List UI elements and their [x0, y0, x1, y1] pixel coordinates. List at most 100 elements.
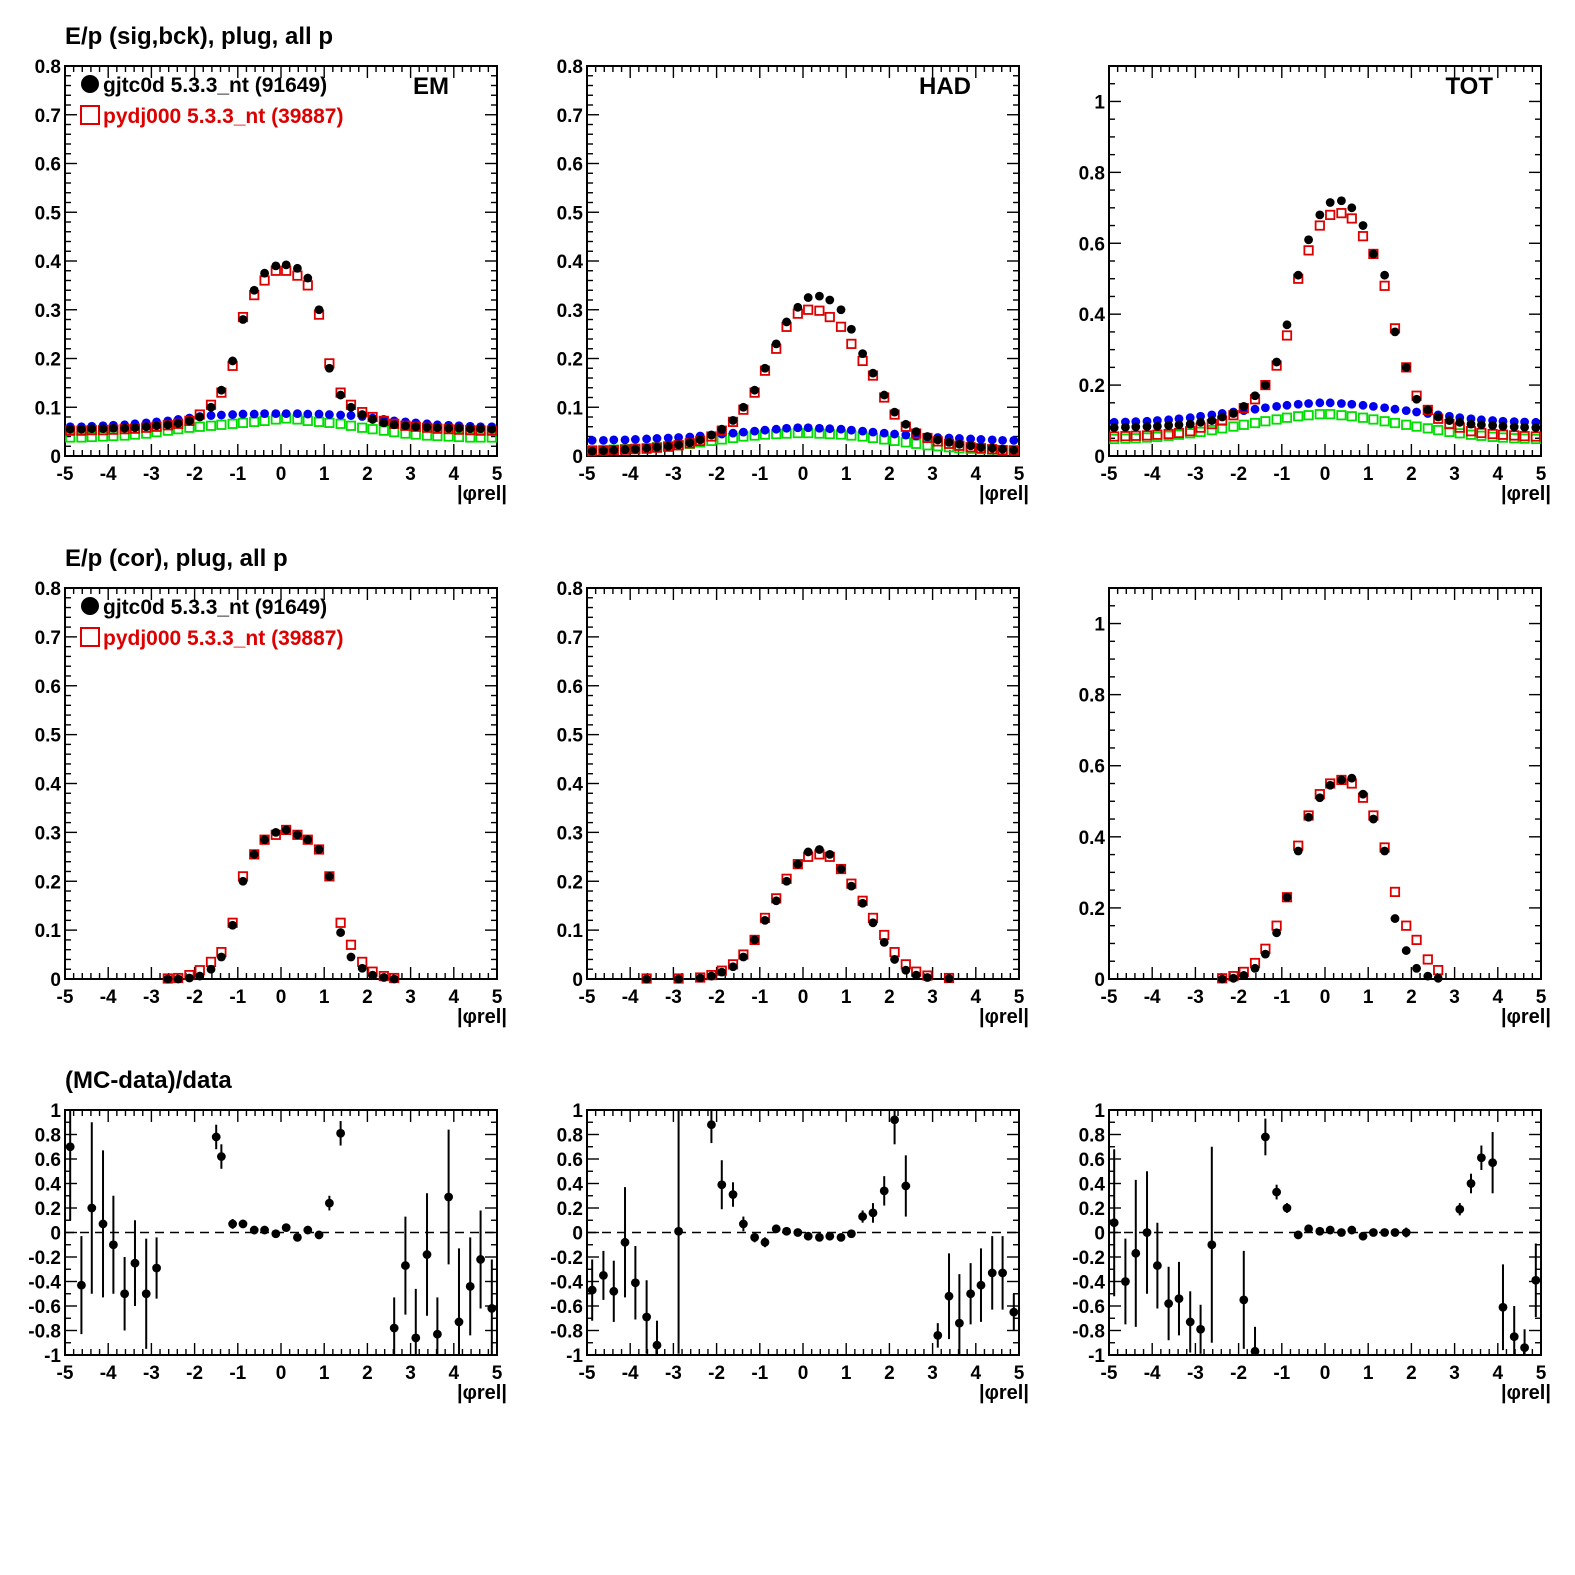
data-point — [228, 410, 238, 419]
y-tick-label: -0.2 — [550, 1248, 583, 1269]
data-point — [815, 291, 824, 301]
x-axis-label: |φrel| — [979, 483, 1029, 505]
data-point — [836, 1233, 846, 1242]
panel-ratio-had: -5 -4 -3 -2 -1 0 1 2 3 4 5 -1 -0.8 -0.6 -0.4 -0.2 0 0.2 0.… — [550, 1101, 1029, 1404]
data-point — [998, 444, 1007, 454]
x-tick-label: -1 — [751, 987, 768, 1008]
data-point — [890, 955, 899, 964]
x-tick-label: 2 — [884, 1363, 895, 1384]
data-point — [1346, 213, 1357, 224]
x-tick-label: 0 — [1320, 1363, 1331, 1384]
x-tick-label: -3 — [1187, 1363, 1204, 1384]
x-tick-label: 3 — [927, 1363, 938, 1384]
data-point — [846, 1229, 856, 1239]
y-tick-label: 0.8 — [557, 1126, 583, 1147]
data-point — [1325, 409, 1336, 420]
data-point — [281, 1223, 291, 1232]
series-1 — [641, 849, 955, 984]
data-point — [163, 974, 173, 984]
data-point — [141, 422, 151, 432]
data-point — [771, 1224, 781, 1234]
x-axis-label: |φrel| — [979, 1006, 1029, 1028]
data-point — [1120, 433, 1131, 444]
y-tick-label: 0 — [1094, 970, 1105, 991]
x-tick-label: -3 — [1187, 464, 1204, 485]
x-tick-label: -1 — [751, 1363, 768, 1384]
data-point — [1260, 949, 1270, 959]
y-tick-label: -0.6 — [550, 1297, 583, 1318]
data-point — [750, 385, 760, 395]
x-tick-label: -1 — [1273, 464, 1290, 485]
data-point — [1196, 411, 1205, 421]
data-point — [206, 964, 216, 974]
data-point — [1272, 928, 1282, 938]
data-point — [422, 422, 432, 432]
y-tick-label: 0 — [50, 970, 61, 991]
data-point — [1497, 429, 1509, 440]
y-tick-label: 1 — [50, 1101, 61, 1122]
data-point — [987, 1268, 997, 1278]
data-point — [249, 285, 259, 295]
data-point — [260, 1225, 269, 1235]
data-point — [846, 425, 856, 435]
series-1 — [65, 265, 497, 436]
row-title-cor: E/p (cor), plug, all p — [65, 545, 288, 572]
data-point — [228, 1219, 238, 1229]
data-point — [793, 859, 803, 869]
y-tick-label: 0.1 — [557, 921, 584, 942]
x-tick-label: 0 — [276, 464, 287, 485]
data-point — [966, 1289, 976, 1299]
data-point — [1379, 416, 1390, 427]
data-point — [1009, 445, 1019, 455]
series-0 — [65, 1110, 497, 1355]
data-point — [836, 864, 846, 874]
x-tick-label: -4 — [1144, 987, 1161, 1008]
data-point — [195, 971, 205, 981]
data-point — [1433, 412, 1443, 422]
data-point — [738, 952, 748, 962]
data-point — [1476, 427, 1487, 439]
data-point — [303, 1225, 313, 1235]
y-tick-label: -0.8 — [28, 1322, 61, 1343]
x-tick-label: 2 — [362, 987, 373, 1008]
data-point — [120, 1289, 130, 1299]
data-point — [401, 421, 410, 431]
data-point — [814, 305, 825, 316]
y-tick-label: 0.2 — [557, 1199, 583, 1220]
data-point — [1433, 973, 1443, 983]
data-point — [1401, 419, 1412, 430]
data-point — [260, 835, 269, 845]
x-tick-label: 1 — [841, 1363, 852, 1384]
data-point — [1498, 421, 1508, 431]
data-point — [211, 1132, 221, 1142]
data-point — [1401, 406, 1411, 416]
data-point — [652, 442, 662, 452]
data-point — [901, 1181, 911, 1191]
data-point — [1380, 270, 1390, 280]
data-point — [1272, 1187, 1282, 1197]
x-tick-label: -3 — [665, 1363, 682, 1384]
data-point — [281, 825, 291, 835]
data-point — [357, 963, 367, 973]
data-point — [858, 898, 868, 908]
x-tick-label: 1 — [1363, 987, 1374, 1008]
data-point — [1121, 422, 1130, 432]
data-point — [1347, 399, 1357, 409]
data-point — [630, 435, 640, 444]
data-point — [476, 424, 485, 434]
data-point — [815, 845, 824, 854]
data-point — [432, 1329, 442, 1339]
y-tick-label: 1 — [1094, 1101, 1105, 1122]
data-point — [760, 363, 770, 373]
y-tick-label: 0 — [50, 1224, 61, 1245]
y-tick-label: 0.4 — [35, 252, 62, 273]
data-point — [1530, 431, 1541, 442]
data-point — [1509, 433, 1520, 444]
y-tick-label: -1 — [566, 1346, 583, 1367]
data-point — [685, 438, 695, 448]
y-tick-label: 0.4 — [557, 252, 584, 273]
x-tick-label: 1 — [319, 987, 330, 1008]
data-point — [674, 440, 683, 450]
x-tick-label: -3 — [143, 1363, 160, 1384]
legend-label-data: gjtc0d 5.3.3_nt (91649) — [103, 596, 327, 619]
